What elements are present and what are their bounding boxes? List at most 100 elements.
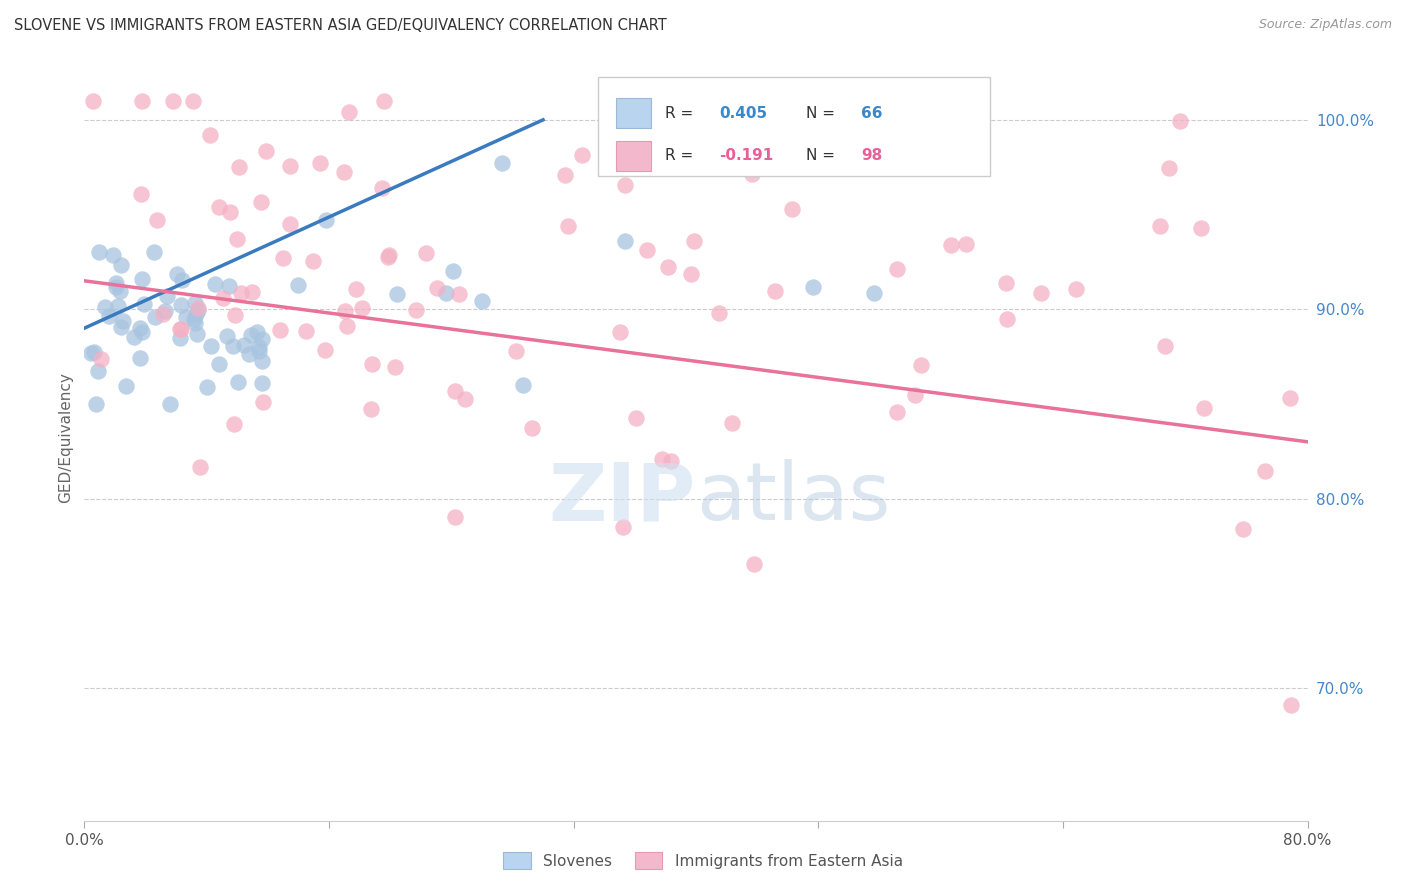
Point: [651, 452, 673, 467]
Point: [721, 416, 744, 430]
Point: [252, 332, 274, 346]
Point: [226, 375, 249, 389]
Point: [247, 340, 270, 354]
Point: [360, 402, 382, 417]
Point: [443, 384, 465, 398]
Point: [87, 363, 110, 377]
Text: SLOVENE VS IMMIGRANTS FROM EASTERN ASIA GED/EQUIVALENCY CORRELATION CHART: SLOVENE VS IMMIGRANTS FROM EASTERN ASIA …: [14, 18, 666, 33]
Point: [350, 301, 373, 315]
Point: [824, 145, 846, 159]
Point: [385, 287, 408, 301]
Point: [131, 325, 153, 339]
Point: [1189, 221, 1212, 235]
Point: [152, 307, 174, 321]
Text: R =: R =: [665, 105, 699, 120]
Point: [240, 327, 263, 342]
Point: [104, 276, 127, 290]
Point: [278, 159, 301, 173]
Point: [636, 243, 658, 257]
Bar: [616, 98, 651, 128]
Text: R =: R =: [665, 148, 699, 163]
Point: [110, 320, 132, 334]
Point: [110, 258, 132, 272]
Point: [142, 245, 165, 260]
Text: 0.405: 0.405: [720, 105, 768, 120]
Point: [315, 213, 337, 227]
Point: [1232, 522, 1254, 536]
Point: [782, 202, 804, 216]
Point: [183, 312, 205, 326]
Point: [188, 460, 211, 475]
Point: [129, 351, 152, 365]
Point: [254, 145, 277, 159]
Point: [232, 338, 254, 352]
Point: [208, 357, 231, 371]
Point: [226, 232, 249, 246]
Point: [333, 304, 356, 318]
Point: [162, 94, 184, 108]
Point: [212, 291, 235, 305]
Point: [454, 392, 477, 406]
Point: [84, 397, 107, 411]
Point: [208, 200, 231, 214]
Point: [941, 238, 963, 252]
Y-axis label: GED/Equivalency: GED/Equivalency: [58, 372, 73, 502]
Point: [183, 94, 205, 108]
Point: [441, 263, 464, 277]
Point: [675, 100, 697, 114]
Point: [801, 280, 824, 294]
Point: [250, 353, 273, 368]
Point: [90, 351, 112, 366]
Point: [415, 246, 437, 260]
Point: [1029, 285, 1052, 300]
Point: [187, 301, 209, 315]
Point: [332, 164, 354, 178]
Point: [80, 345, 103, 359]
Point: [101, 247, 124, 261]
Point: [129, 321, 152, 335]
Point: [384, 359, 406, 374]
Point: [184, 317, 207, 331]
Point: [377, 248, 399, 262]
Point: [187, 303, 209, 318]
Point: [122, 330, 145, 344]
Point: [910, 358, 932, 372]
Point: [184, 308, 207, 322]
Point: [110, 284, 132, 298]
Point: [218, 205, 240, 219]
Point: [169, 321, 191, 335]
Point: [94, 300, 117, 314]
Point: [222, 339, 245, 353]
Point: [337, 104, 360, 119]
Point: [218, 279, 240, 293]
Point: [904, 387, 927, 401]
Point: [238, 347, 260, 361]
Point: [301, 253, 323, 268]
Point: [659, 454, 682, 468]
Point: [217, 329, 239, 343]
Point: [252, 376, 274, 390]
Point: [657, 260, 679, 274]
Point: [89, 245, 111, 260]
Point: [426, 281, 449, 295]
Bar: [616, 141, 651, 170]
Point: [371, 181, 394, 195]
Point: [1153, 339, 1175, 353]
Point: [294, 324, 316, 338]
Point: [132, 296, 155, 310]
Point: [741, 167, 763, 181]
Point: [228, 160, 250, 174]
Point: [373, 94, 395, 108]
Point: [98, 309, 121, 323]
Point: [114, 379, 136, 393]
Point: [571, 147, 593, 161]
Point: [129, 187, 152, 202]
Point: [405, 302, 427, 317]
Point: [955, 236, 977, 251]
Point: [269, 323, 291, 337]
Text: Source: ZipAtlas.com: Source: ZipAtlas.com: [1258, 18, 1392, 31]
Point: [1064, 282, 1087, 296]
Text: 66: 66: [860, 105, 883, 120]
Point: [278, 217, 301, 231]
Point: [609, 325, 631, 339]
